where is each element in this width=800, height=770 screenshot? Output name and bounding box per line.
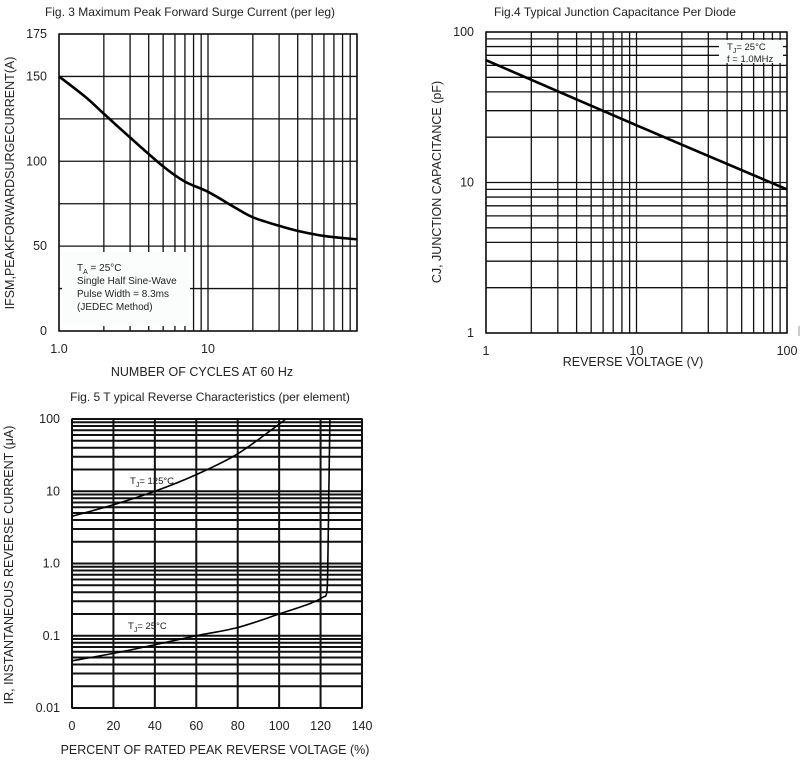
series-line-1 [58, 75, 358, 241]
y-axis-label: IFSM,PEAKFORWARDSURGECURRENT(A) [3, 57, 17, 310]
y-tick-label: 1 [467, 326, 474, 340]
legend-box [62, 252, 190, 326]
legend-text: TJ= 25°C [727, 42, 766, 55]
x-tick-label: 1 [483, 344, 490, 358]
y-tick-label: 1.0 [43, 557, 60, 571]
figure-4-junction-capacitance: TJ= 25°Cf = 1.0MHz 1 10 100 1 10 100 Fig.4 Typi… [430, 5, 797, 369]
x-axis-label: PERCENT OF RATED PEAK REVERSE VOLTAGE (%… [61, 743, 370, 757]
y-tick-label: 0.1 [43, 629, 60, 643]
legend-text: TA = 25°C [77, 263, 122, 276]
series-line-1 [485, 58, 788, 191]
chart-title: Fig. 5 T ypical Reverse Characteristics … [70, 390, 350, 404]
x-tick-label: 60 [189, 719, 203, 733]
x-tick-label: 10 [630, 344, 644, 358]
curve-label: TJ= 125°C [130, 476, 174, 489]
y-tick-label: 100 [39, 412, 60, 426]
y-tick-label: 100 [453, 25, 474, 39]
plot-frame [58, 33, 358, 332]
x-tick-label: 20 [106, 719, 120, 733]
y-tick-label: 150 [26, 69, 47, 83]
y-tick-label: 175 [26, 27, 47, 41]
legend-box [719, 40, 783, 63]
x-tick-label: 100 [777, 344, 798, 358]
series-line-2 [71, 418, 331, 662]
x-tick-label: 1.0 [50, 342, 67, 356]
y-axis-label: IR, INSTANTANEOUS REVERSE CURRENT (μA) [2, 426, 16, 705]
figure-5-reverse-characteristics: TJ= 125°C TJ= 25°C 0 20 40 60 80 100 120 140 0.01 0… [2, 390, 372, 757]
x-tick-label: 140 [352, 719, 373, 733]
legend-text: Single Half Sine-Wave [77, 276, 177, 287]
x-axis-label: REVERSE VOLTAGE (V) [563, 355, 704, 369]
series-line-1 [71, 418, 286, 518]
y-tick-label: 50 [33, 239, 47, 253]
y-tick-label: 10 [46, 484, 60, 498]
x-tick-label: 0 [69, 719, 76, 733]
y-tick-label: 100 [26, 154, 47, 168]
x-tick-label: 120 [310, 719, 331, 733]
chart-title: Fig.4 Typical Junction Capacitance Per D… [494, 5, 736, 19]
legend-text: f = 1.0MHz [727, 54, 773, 65]
legend-text: Pulse Width = 8.3ms [77, 289, 169, 300]
legend-text: (JEDEC Method) [77, 302, 153, 313]
y-axis-label: CJ, JUNCTION CAPACITANCE (pF) [430, 81, 444, 283]
x-tick-label: 40 [148, 719, 162, 733]
x-axis-label: NUMBER OF CYCLES AT 60 Hz [111, 365, 293, 379]
chart-title: Fig. 3 Maximum Peak Forward Surge Curren… [45, 5, 335, 19]
y-tick-label: 0 [40, 324, 47, 338]
plot-frame [485, 31, 788, 334]
plot-frame [71, 418, 363, 709]
y-tick-label: 0.01 [36, 701, 60, 715]
x-tick-label: 100 [269, 719, 290, 733]
x-tick-label: 10 [201, 342, 215, 356]
curve-label: TJ= 25°C [128, 621, 167, 634]
x-tick-label: 80 [231, 719, 245, 733]
y-tick-label: 10 [460, 176, 474, 190]
